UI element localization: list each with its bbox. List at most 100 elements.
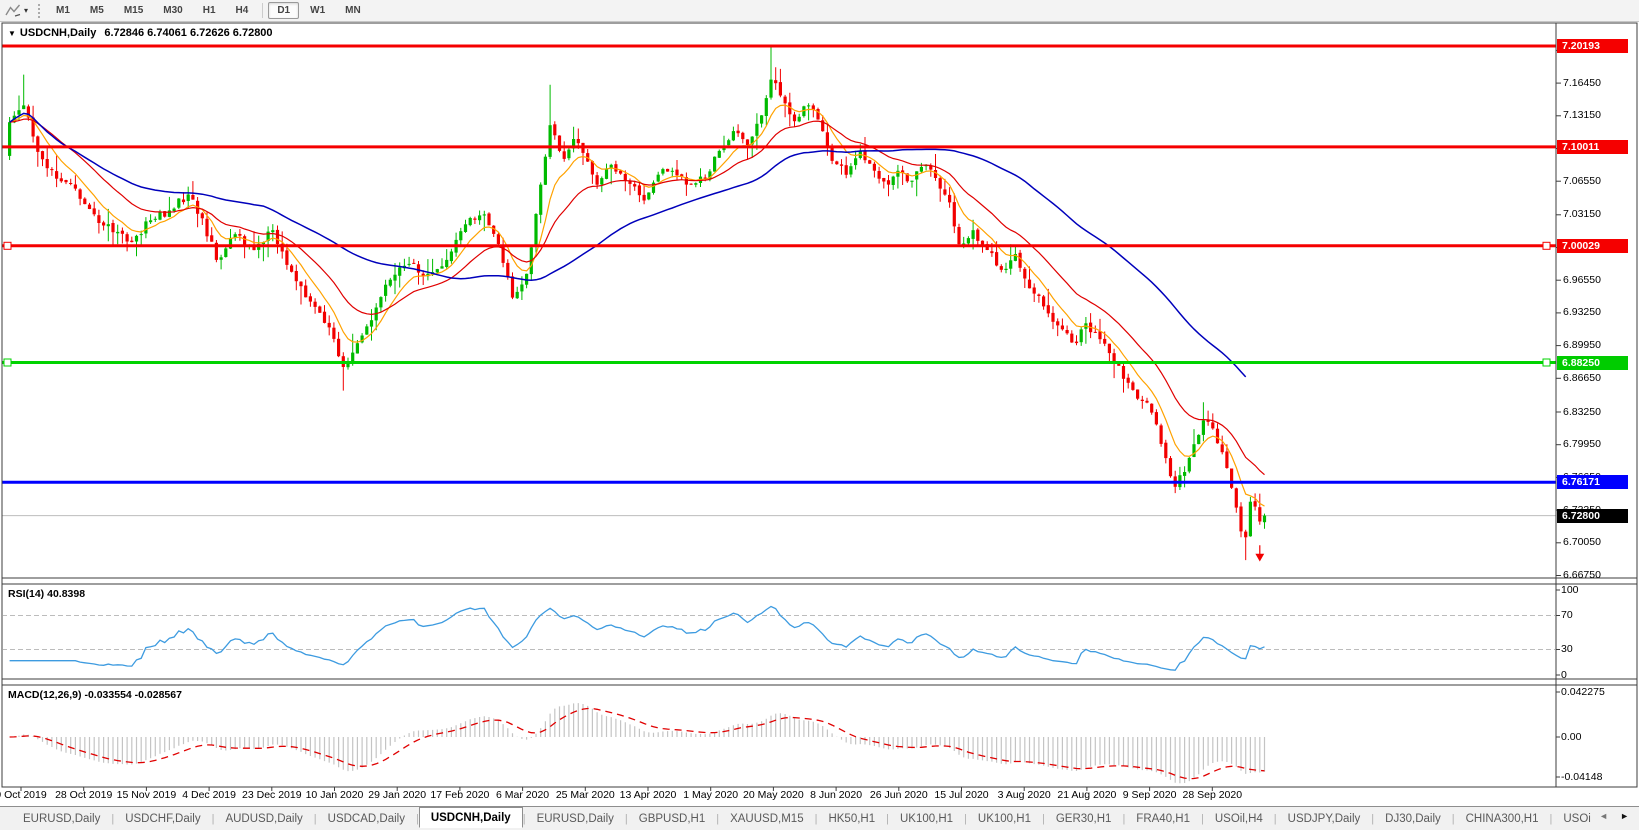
chart-tab-china300-h1[interactable]: CHINA300,H1 xyxy=(1465,812,1539,825)
chart-tab-bar: EURUSD,Daily | USDCHF,Daily | AUDUSD,Daily | U… xyxy=(0,806,1639,830)
price-level-label: 7.00029 xyxy=(1557,238,1628,253)
date-axis-label[interactable]: 29 Jan 2020 xyxy=(368,789,427,801)
date-axis-label[interactable]: 17 Feb 2020 xyxy=(430,789,490,801)
price-axis-tick[interactable]: 6.96550 xyxy=(1563,273,1601,286)
rsi-indicator-label: RSI(14) 40.8398 xyxy=(8,588,85,600)
cursor-tool-button[interactable]: ▾ xyxy=(0,3,32,19)
timeframe-button-mn[interactable]: MN xyxy=(345,5,361,16)
chart-tab-dj30-daily[interactable]: DJ30,Daily xyxy=(1385,812,1441,825)
macd-values: -0.033554 -0.028567 xyxy=(84,689,182,701)
chart-tab-gbpusd-h1[interactable]: GBPUSD,H1 xyxy=(638,812,706,825)
date-axis-label[interactable]: 9 Sep 2020 xyxy=(1122,789,1177,801)
rsi-axis-tick[interactable]: 30 xyxy=(1561,643,1573,655)
price-axis-tick[interactable]: 7.06550 xyxy=(1563,174,1601,187)
date-axis-label[interactable]: 23 Dec 2019 xyxy=(242,789,302,801)
date-axis-label[interactable]: 28 Oct 2019 xyxy=(55,789,113,801)
tab-separator: | xyxy=(1451,812,1455,825)
date-axis-label[interactable]: 15 Nov 2019 xyxy=(116,789,177,801)
date-axis-label[interactable]: 21 Aug 2020 xyxy=(1057,789,1117,801)
timeframe-button-m1[interactable]: M1 xyxy=(56,5,70,16)
date-axis-label[interactable]: 25 Mar 2020 xyxy=(555,789,615,801)
date-axis-label[interactable]: 10 Jan 2020 xyxy=(305,789,364,801)
price-axis-tick[interactable]: 6.79950 xyxy=(1563,438,1601,451)
price-level-label: 7.10011 xyxy=(1557,139,1628,154)
cursor-tool-caret-icon[interactable]: ▾ xyxy=(24,6,29,15)
chart-tab-eurusd-daily[interactable]: EURUSD,Daily xyxy=(536,812,614,825)
tab-scroll-right-icon[interactable]: ► xyxy=(1620,811,1629,821)
chart-tab-usdchf-daily[interactable]: USDCHF,Daily xyxy=(125,812,201,825)
tab-separator: | xyxy=(624,812,628,825)
date-axis-label[interactable]: 8 Jun 2020 xyxy=(810,789,863,801)
macd-axis-tick[interactable]: 0.042275 xyxy=(1561,685,1605,698)
chart-tab-eurusd-daily[interactable]: EURUSD,Daily xyxy=(23,812,101,825)
tab-separator: | xyxy=(1371,812,1375,825)
date-axis-label[interactable]: 15 Jul 2020 xyxy=(934,789,989,801)
chart-tab-usdcnh-daily[interactable]: USDCNH,Daily xyxy=(418,807,523,828)
chart-tab-usdjpy-daily[interactable]: USDJPY,Daily xyxy=(1287,812,1361,825)
chart-tab-uk100-h1[interactable]: UK100,H1 xyxy=(977,812,1031,825)
chart-tab-ger30-h1[interactable]: GER30,H1 xyxy=(1055,812,1112,825)
date-axis-label[interactable]: 9 Oct 2019 xyxy=(0,789,47,801)
price-level-label: 6.76171 xyxy=(1557,475,1628,490)
timeframe-button-h4[interactable]: H4 xyxy=(235,5,249,16)
timeframe-button-h1[interactable]: H1 xyxy=(202,5,216,16)
price-axis-tick[interactable]: 6.89950 xyxy=(1563,339,1601,352)
date-axis-label[interactable]: 3 Aug 2020 xyxy=(997,789,1051,801)
rsi-axis-tick[interactable]: 70 xyxy=(1561,609,1573,621)
price-axis-tick[interactable]: 6.83250 xyxy=(1563,405,1601,418)
tab-separator: | xyxy=(964,812,967,825)
rsi-axis-tick[interactable]: 0 xyxy=(1561,668,1567,681)
chart-title: ▼ USDCNH,Daily 6.72846 6.74061 6.72626 6.7… xyxy=(8,27,273,39)
price-axis-tick[interactable]: 7.13150 xyxy=(1563,109,1601,122)
price-axis-tick[interactable]: 6.66750 xyxy=(1563,569,1601,581)
price-axis-tick[interactable]: 7.03150 xyxy=(1563,208,1601,221)
macd-axis-tick[interactable]: -0.04148 xyxy=(1561,770,1603,783)
price-level-label: 6.72800 xyxy=(1557,508,1628,523)
chart-tab-uk100-h1[interactable]: UK100,H1 xyxy=(899,812,954,825)
macd-axis-tick[interactable]: 0.00 xyxy=(1561,730,1582,743)
chart-tab-hk50-h1[interactable]: HK50,H1 xyxy=(828,812,876,825)
price-axis-tick[interactable]: 6.70050 xyxy=(1563,536,1601,549)
timeframe-button-m15[interactable]: M15 xyxy=(123,5,144,16)
chart-dropdown-caret-icon[interactable]: ▼ xyxy=(8,29,16,38)
tab-separator: | xyxy=(1200,812,1204,825)
price-axis-tick[interactable]: 7.16450 xyxy=(1563,76,1601,89)
price-level-label: 6.88250 xyxy=(1557,355,1628,370)
toolbar-separator xyxy=(262,3,264,18)
price-drop-arrow-icon xyxy=(1255,545,1265,562)
chart-tab-usoil-h4[interactable]: USOil,H4 xyxy=(1214,812,1263,825)
chart-tab-xauusd-m15[interactable]: XAUUSD,M15 xyxy=(730,812,804,825)
tab-separator: | xyxy=(211,812,215,825)
date-axis-label[interactable]: 28 Sep 2020 xyxy=(1182,789,1243,801)
price-axis-tick[interactable]: 6.86650 xyxy=(1563,371,1601,384)
chart-cursor-icon xyxy=(5,4,21,17)
date-axis-label[interactable]: 1 May 2020 xyxy=(683,789,739,801)
rsi-axis-tick[interactable]: 100 xyxy=(1561,583,1579,596)
chart-tab-audusd-daily[interactable]: AUDUSD,Daily xyxy=(225,812,303,825)
macd-indicator-label: MACD(12,26,9) -0.033554 -0.028567 xyxy=(8,689,182,701)
date-axis-label[interactable]: 6 Mar 2020 xyxy=(496,789,550,801)
date-axis-label[interactable]: 13 Apr 2020 xyxy=(619,789,677,801)
timeframe-button-d1[interactable]: D1 xyxy=(268,2,300,19)
rsi-name: RSI(14) xyxy=(8,588,45,600)
timeframe-button-w1[interactable]: W1 xyxy=(310,5,326,16)
toolbar-grip[interactable] xyxy=(38,3,41,18)
rsi-series xyxy=(3,605,1555,671)
toolbar: ▾ M1 M5 M15 M30 H1 H4 D1 W1 MN xyxy=(0,0,1639,22)
tab-separator: | xyxy=(1273,812,1277,825)
date-axis-label[interactable]: 4 Dec 2019 xyxy=(182,789,236,801)
tab-scroll-arrows: ◄ ► xyxy=(1591,808,1637,824)
timeframe-buttons: M1 M5 M15 M30 H1 H4 D1 W1 MN xyxy=(46,2,371,19)
chart-tab-fra40-h1[interactable]: FRA40,H1 xyxy=(1136,812,1190,825)
timeframe-button-m30[interactable]: M30 xyxy=(163,5,183,16)
chart-tab-usdcad-daily[interactable]: USDCAD,Daily xyxy=(327,812,405,825)
timeframe-button-m5[interactable]: M5 xyxy=(89,5,104,16)
price-axis-tick[interactable]: 6.93250 xyxy=(1563,306,1601,319)
date-axis-label[interactable]: 20 May 2020 xyxy=(743,789,804,801)
rsi-value: 40.8398 xyxy=(47,588,86,600)
tab-separator: | xyxy=(522,812,526,825)
tab-scroll-left-icon[interactable]: ◄ xyxy=(1599,811,1609,821)
tab-separator: | xyxy=(1041,812,1045,825)
date-axis-label[interactable]: 26 Jun 2020 xyxy=(869,789,928,801)
